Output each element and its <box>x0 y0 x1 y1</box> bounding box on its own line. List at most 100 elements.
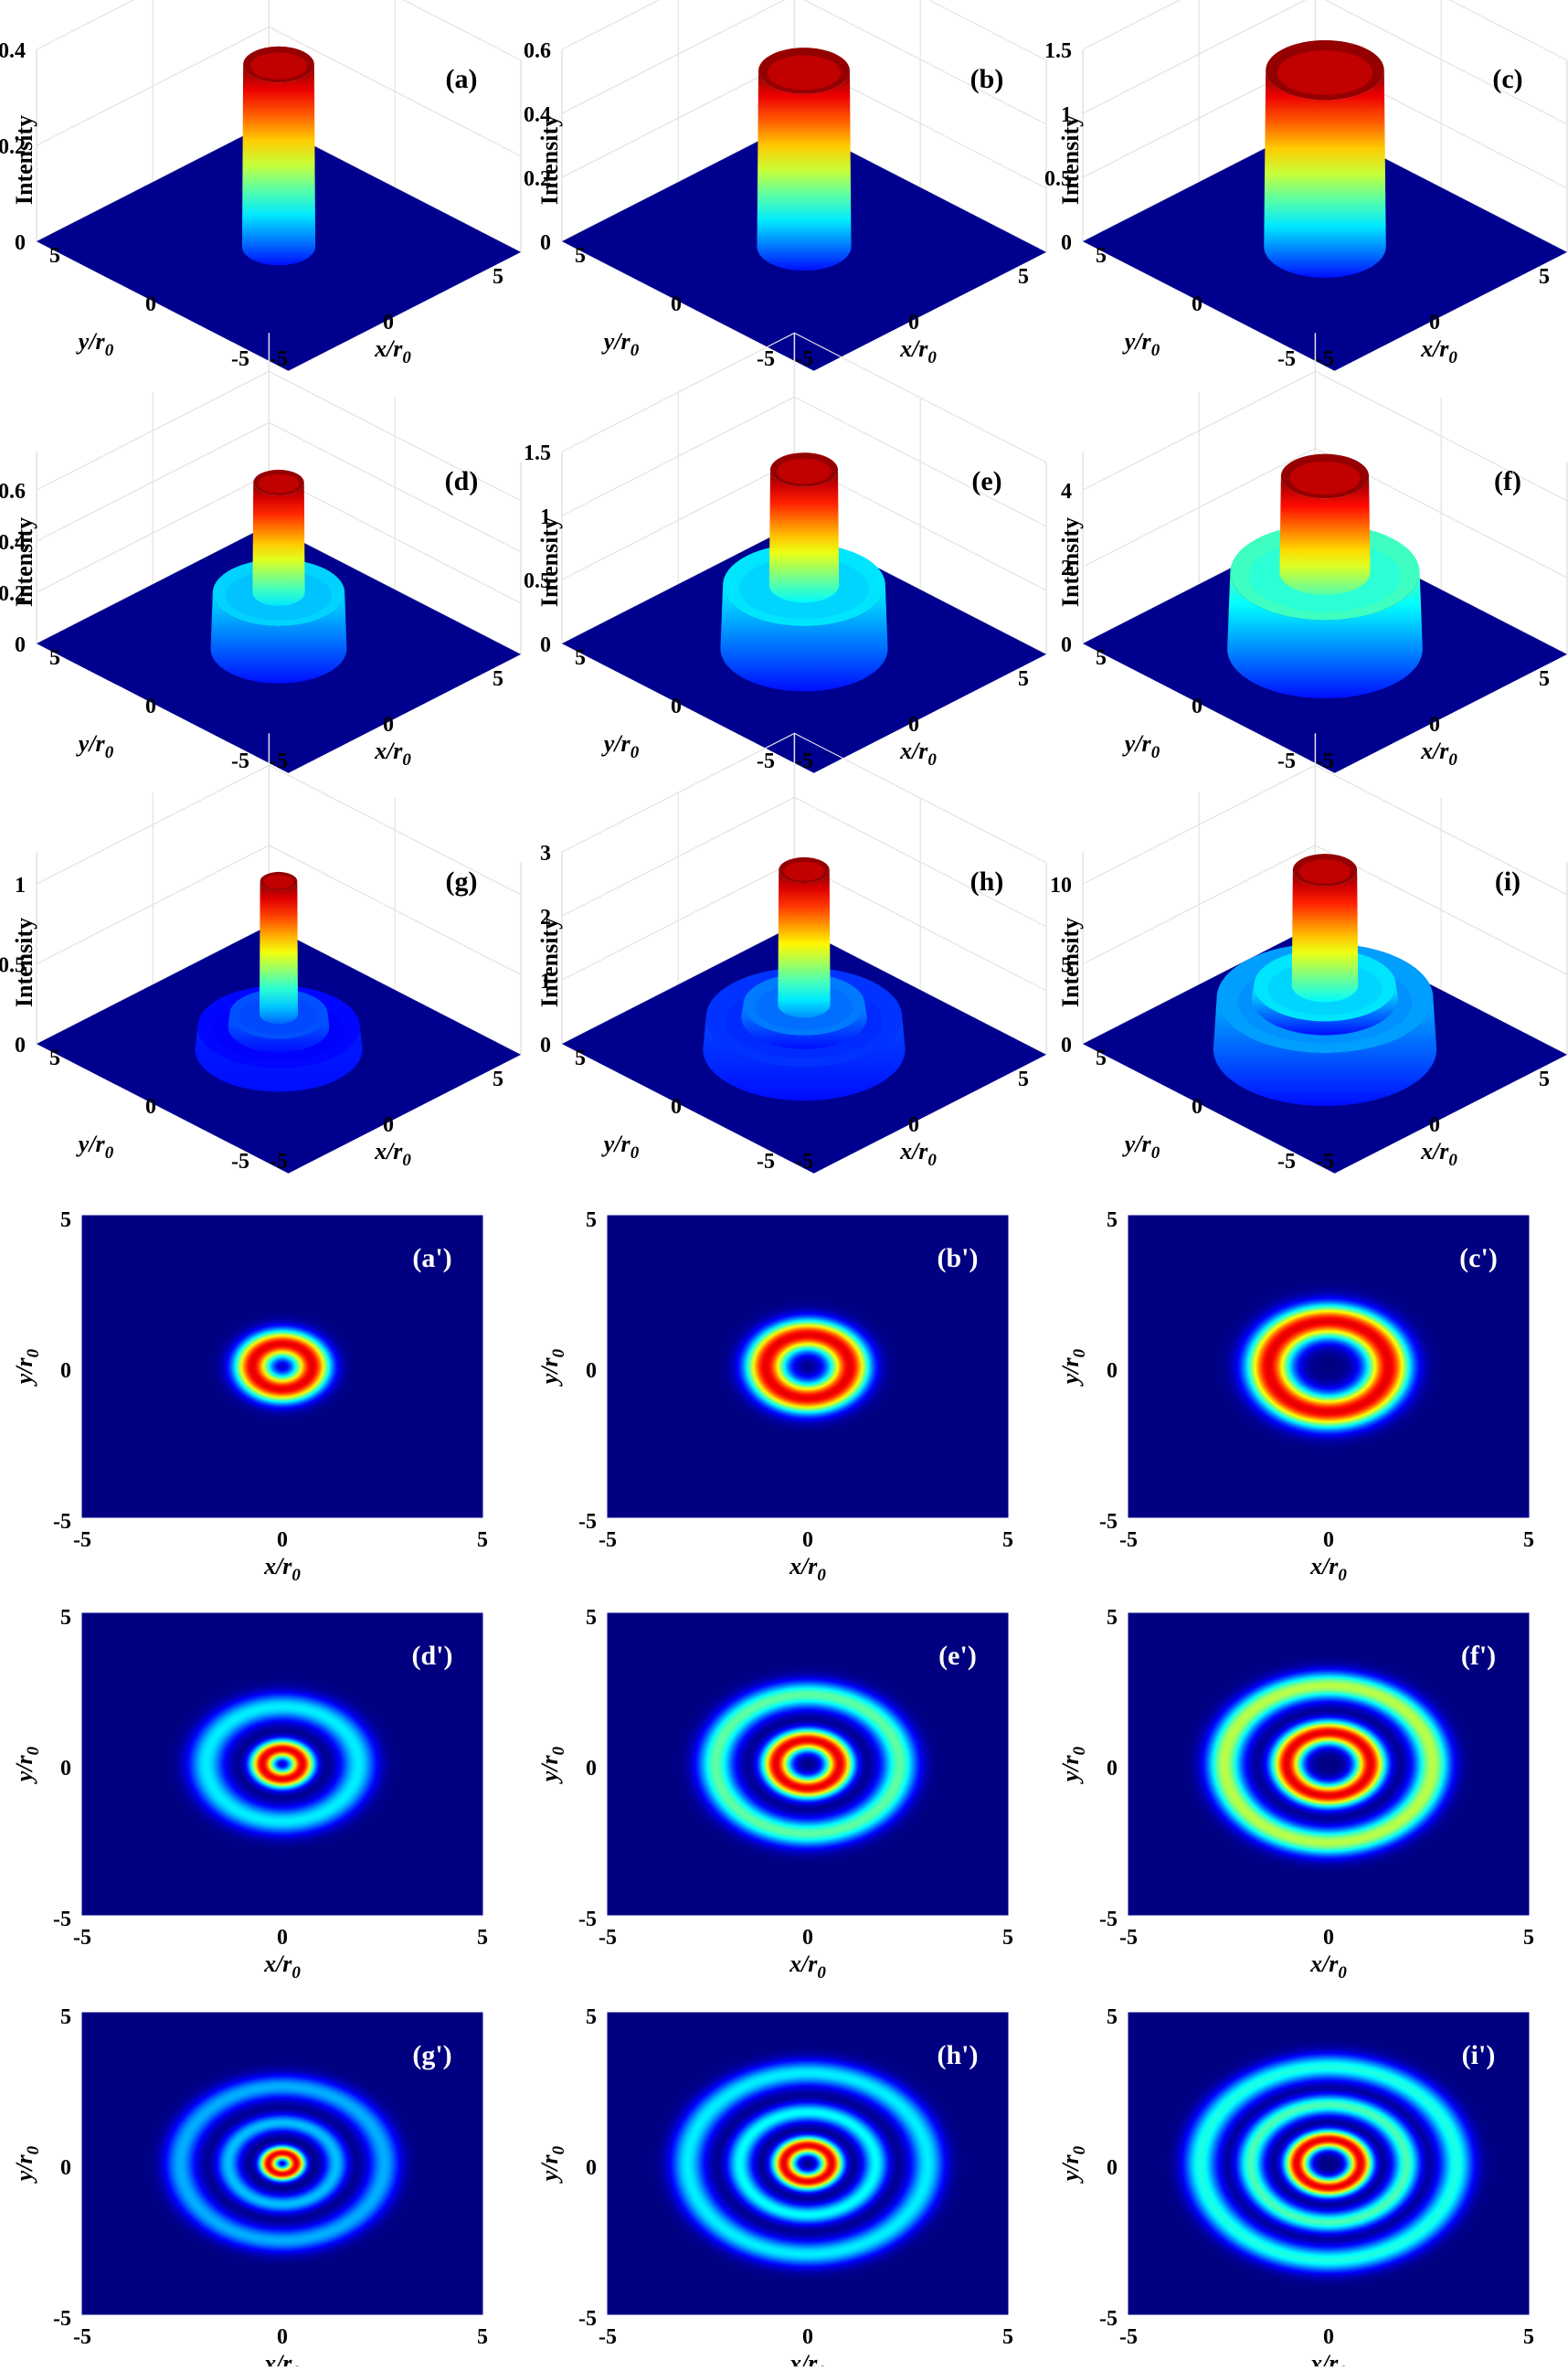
surface-layer <box>703 1017 906 1101</box>
surface-cap-shade <box>263 875 294 889</box>
panel-label: (b) <box>970 64 1004 94</box>
x-axis-label: x/r0 <box>899 335 937 367</box>
panel-label: (a) <box>446 64 478 94</box>
surface-layer <box>1227 572 1423 699</box>
wall-grid <box>36 764 522 896</box>
x-axis-label: x/r0 <box>1420 738 1457 770</box>
heatmap-frame <box>1128 1215 1530 1518</box>
x-tick-label: -5 <box>1119 2325 1138 2349</box>
heatmap-panel-4: 5 0 -5-5 0 5 x/r0 y/r0 (d') <box>11 1606 488 1983</box>
surface-layer <box>1264 69 1386 278</box>
y-axis-label: y/r0 <box>76 328 114 360</box>
y-tick-label: 5 <box>49 646 60 670</box>
panel-label: (a') <box>412 1243 451 1273</box>
y-tick-label: 5 <box>60 1606 71 1630</box>
intensity-label: Intensity <box>11 115 37 205</box>
y-tick-label: 5 <box>586 1208 597 1232</box>
y-tick-label: -5 <box>231 750 249 773</box>
intensity-label: Intensity <box>536 918 563 1007</box>
z-tick-label: 0.4 <box>0 531 26 555</box>
z-tick-label: 0.2 <box>0 135 26 159</box>
y-tick-label: 0 <box>145 1095 156 1119</box>
surface-cap-shade <box>258 473 300 494</box>
z-tick-label: 0.5 <box>524 569 551 593</box>
x-axis-label: x/r0 <box>899 1138 937 1170</box>
y-tick-label: -5 <box>757 347 775 371</box>
x-tick-label: 5 <box>1523 1926 1534 1950</box>
x-tick-label: -5 <box>1316 347 1334 371</box>
y-axis-label: y/r0 <box>601 1131 640 1163</box>
y-tick-label: -5 <box>1277 347 1296 371</box>
x-tick-label: 0 <box>383 713 394 737</box>
x-tick-label: -5 <box>270 1150 288 1174</box>
x-tick-label: 0 <box>277 1926 288 1950</box>
x-tick-label: 5 <box>493 265 503 289</box>
y-axis-label: y/r0 <box>11 2145 43 2184</box>
x-tick-label: 0 <box>383 1113 394 1137</box>
heatmap-field <box>1128 1613 1529 1915</box>
y-axis-label: y/r0 <box>1057 2145 1089 2184</box>
z-tick-label: 1 <box>540 505 551 529</box>
y-tick-label: -5 <box>53 1908 71 1931</box>
y-tick-label: 0 <box>671 292 682 316</box>
surface-layer <box>778 870 831 1018</box>
x-tick-label: 5 <box>1002 1528 1013 1552</box>
x-tick-label: 5 <box>1523 1528 1534 1552</box>
x-axis-label: x/r0 <box>899 738 937 770</box>
y-tick-label: 5 <box>575 244 586 268</box>
panel-label: (f) <box>1494 466 1521 496</box>
x-tick-label: 0 <box>908 311 919 335</box>
x-axis-label: x/r0 <box>1309 1951 1347 1983</box>
surface-layer <box>757 70 852 271</box>
z-tick-label: 10 <box>1050 874 1072 898</box>
z-tick-label: 0 <box>1061 1034 1072 1058</box>
x-axis-label: x/r0 <box>263 2350 301 2366</box>
wall-grid <box>36 845 522 975</box>
surface-cap-shade <box>1277 50 1373 95</box>
y-tick-label: 5 <box>49 1047 60 1070</box>
y-axis-label: y/r0 <box>1057 1746 1089 1784</box>
z-tick-label: 2 <box>540 906 551 930</box>
wall-grid <box>1082 0 1568 61</box>
y-tick-label: 5 <box>1096 646 1107 670</box>
z-tick-label: 0 <box>1061 633 1072 657</box>
x-tick-label: 0 <box>908 1113 919 1137</box>
wall-grid <box>1082 447 1568 579</box>
y-tick-label: 0 <box>1192 1095 1202 1119</box>
z-tick-label: 0 <box>15 231 26 255</box>
z-tick-label: 0.2 <box>0 582 26 606</box>
y-axis-label: y/r0 <box>601 328 640 360</box>
y-axis-label: y/r0 <box>76 730 114 762</box>
x-tick-label: -5 <box>1316 1150 1334 1174</box>
x-axis-label: x/r0 <box>789 2350 826 2366</box>
x-tick-label: -5 <box>1119 1926 1138 1950</box>
y-tick-label: 5 <box>575 646 586 670</box>
x-axis-label: x/r0 <box>263 1951 301 1983</box>
x-tick-label: 5 <box>477 2325 488 2349</box>
y-tick-label: -5 <box>1099 1510 1118 1534</box>
wall-grid <box>36 421 522 553</box>
y-axis-label: y/r0 <box>1122 730 1160 762</box>
y-tick-label: 0 <box>671 695 682 718</box>
intensity-label: Intensity <box>11 517 37 607</box>
heatmap-frame <box>607 1215 1009 1518</box>
y-tick-label: -5 <box>1099 2307 1118 2331</box>
surface-layer <box>1213 998 1437 1106</box>
surface-cap-shade <box>1298 859 1351 884</box>
heatmap-frame <box>607 2012 1009 2315</box>
surface-layer <box>252 483 305 606</box>
panel-label: (i) <box>1495 867 1520 897</box>
x-tick-label: 5 <box>477 1528 488 1552</box>
y-axis-label: y/r0 <box>536 1348 568 1387</box>
z-tick-label: 1 <box>1061 103 1072 127</box>
x-tick-label: -5 <box>599 2325 617 2349</box>
x-tick-label: -5 <box>270 750 288 773</box>
y-axis-label: y/r0 <box>601 730 640 762</box>
x-tick-label: 0 <box>1323 1528 1334 1552</box>
z-tick-label: 0.5 <box>0 954 26 978</box>
x-axis-label: x/r0 <box>374 335 411 367</box>
